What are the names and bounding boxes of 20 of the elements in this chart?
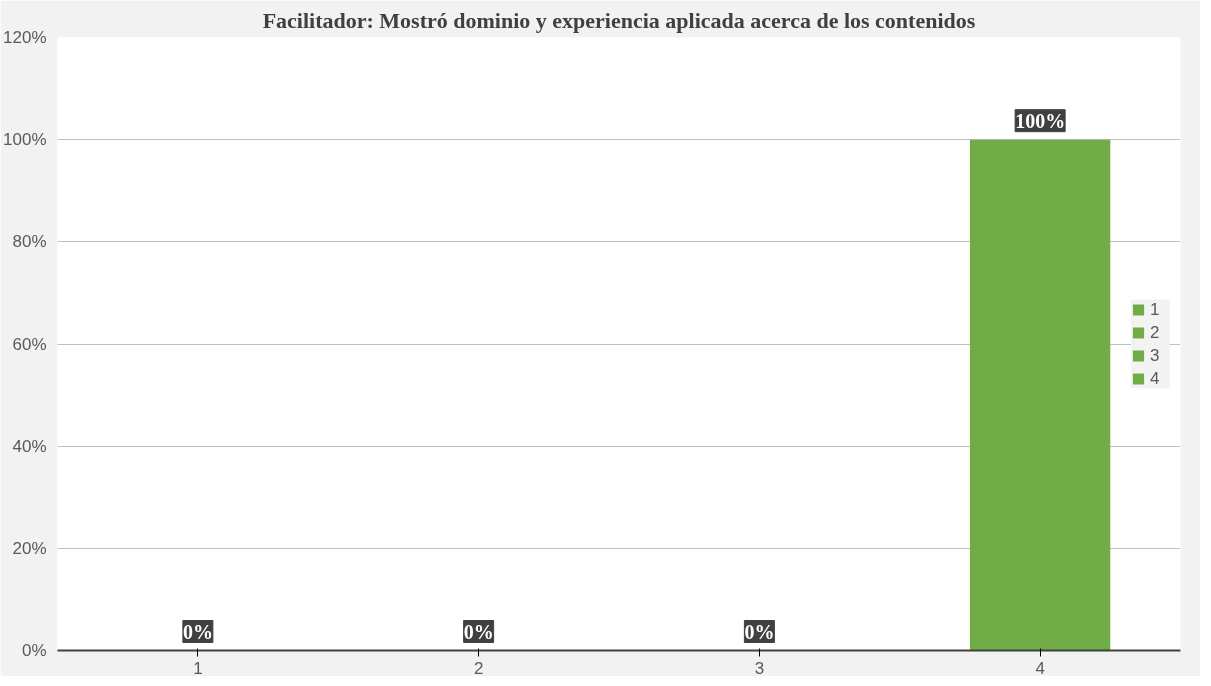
legend-label: 2 xyxy=(1150,322,1161,342)
data-label: 0% xyxy=(744,620,775,643)
chart-title: Facilitador: Mostró dominio y experiencia aplicada acerca de los contenidos xyxy=(262,7,976,33)
x-tick-label: 1 xyxy=(193,658,203,678)
y-tick-label: 40% xyxy=(12,436,47,456)
legend-label: 1 xyxy=(1150,299,1161,319)
x-tick-label: 3 xyxy=(754,658,765,678)
y-tick-label: 120% xyxy=(3,28,47,47)
y-tick-label: 0% xyxy=(21,641,47,660)
data-label: 100% xyxy=(1015,109,1066,132)
x-tick-label: 4 xyxy=(1035,658,1045,678)
legend-label: 4 xyxy=(1150,368,1161,388)
legend-label: 3 xyxy=(1150,345,1161,365)
y-tick-label: 20% xyxy=(12,538,47,558)
data-label: 0% xyxy=(182,620,213,643)
x-tick-label: 2 xyxy=(473,658,484,678)
y-tick-label: 100% xyxy=(3,130,47,150)
y-tick-label: 80% xyxy=(12,232,47,252)
data-label: 0% xyxy=(463,620,494,643)
y-tick-label: 60% xyxy=(12,334,47,354)
